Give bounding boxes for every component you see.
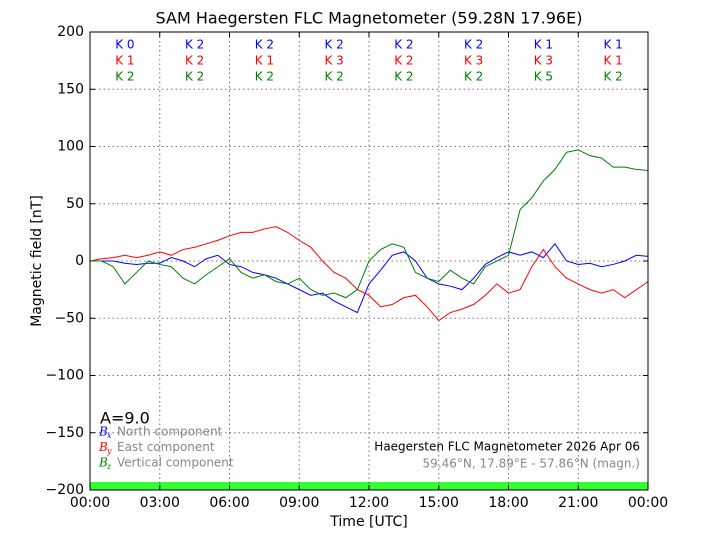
- k-index: K 2: [603, 70, 622, 84]
- k-index: K 2: [464, 38, 483, 52]
- legend-label: Vertical component: [117, 456, 234, 470]
- x-tick-label: 00:00: [628, 495, 668, 511]
- x-tick-label: 09:00: [279, 495, 319, 511]
- k-index: K 2: [255, 38, 274, 52]
- k-index: K 2: [394, 54, 413, 68]
- x-tick-label: 21:00: [558, 495, 598, 511]
- y-tick-label: −50: [54, 310, 84, 326]
- y-tick-label: −100: [46, 368, 84, 384]
- k-index: K 2: [115, 70, 134, 84]
- k-index: K 2: [255, 70, 274, 84]
- legend-symbol: B: [98, 425, 108, 439]
- location-note: 59.46°N, 17.89°E - 57.86°N (magn.): [423, 457, 640, 471]
- data-line: [90, 149, 649, 299]
- legend-subscript: x: [107, 431, 112, 440]
- k-index: K 3: [464, 54, 483, 68]
- data-line: [89, 226, 649, 322]
- k-index: K 5: [534, 70, 553, 84]
- y-tick-label: 200: [57, 24, 84, 40]
- y-tick-label: −150: [46, 425, 84, 441]
- station-note: Haegersten FLC Magnetometer 2026 Apr 06: [374, 440, 640, 454]
- k-index: K 1: [603, 38, 622, 52]
- x-tick-label: 12:00: [349, 495, 389, 511]
- k-index: K 2: [185, 70, 204, 84]
- k-index: K 1: [534, 38, 553, 52]
- x-tick-label: 15:00: [419, 495, 459, 511]
- legend-label: North component: [117, 425, 223, 439]
- k-index: K 2: [464, 70, 483, 84]
- y-tick-label: 0: [75, 253, 84, 269]
- x-tick-label: 00:00: [70, 495, 110, 511]
- legend-symbol: B: [98, 456, 108, 470]
- k-index: K 3: [324, 54, 343, 68]
- legend-symbol: B: [98, 440, 108, 454]
- k-index: K 2: [185, 38, 204, 52]
- a-index: A=9.0: [100, 409, 150, 428]
- k-index: K 2: [394, 38, 413, 52]
- chart-title: SAM Haegersten FLC Magnetometer (59.28N …: [156, 9, 583, 28]
- plot-frame: [89, 31, 649, 491]
- y-axis-label: Magnetic field [nT]: [29, 195, 45, 327]
- k-index: K 2: [185, 54, 204, 68]
- legend-subscript: y: [106, 447, 112, 456]
- k-index: K 2: [324, 38, 343, 52]
- k-index: K 1: [255, 54, 274, 68]
- k-index: K 0: [115, 38, 134, 52]
- data-line: [90, 243, 649, 314]
- k-index: K 3: [534, 54, 553, 68]
- y-tick-label: 150: [57, 81, 84, 97]
- x-tick-label: 06:00: [209, 495, 249, 511]
- x-axis-label: Time [UTC]: [329, 514, 407, 530]
- k-index: K 1: [603, 54, 622, 68]
- k-index: K 1: [115, 54, 134, 68]
- y-tick-label: −200: [46, 482, 84, 498]
- legend-label: East component: [117, 440, 215, 454]
- x-tick-label: 03:00: [140, 495, 180, 511]
- k-index: K 2: [394, 70, 413, 84]
- legend-subscript: z: [106, 462, 112, 471]
- x-tick-label: 18:00: [488, 495, 528, 511]
- y-tick-label: 100: [57, 139, 84, 155]
- y-tick-label: 50: [66, 196, 84, 212]
- k-index: K 2: [324, 70, 343, 84]
